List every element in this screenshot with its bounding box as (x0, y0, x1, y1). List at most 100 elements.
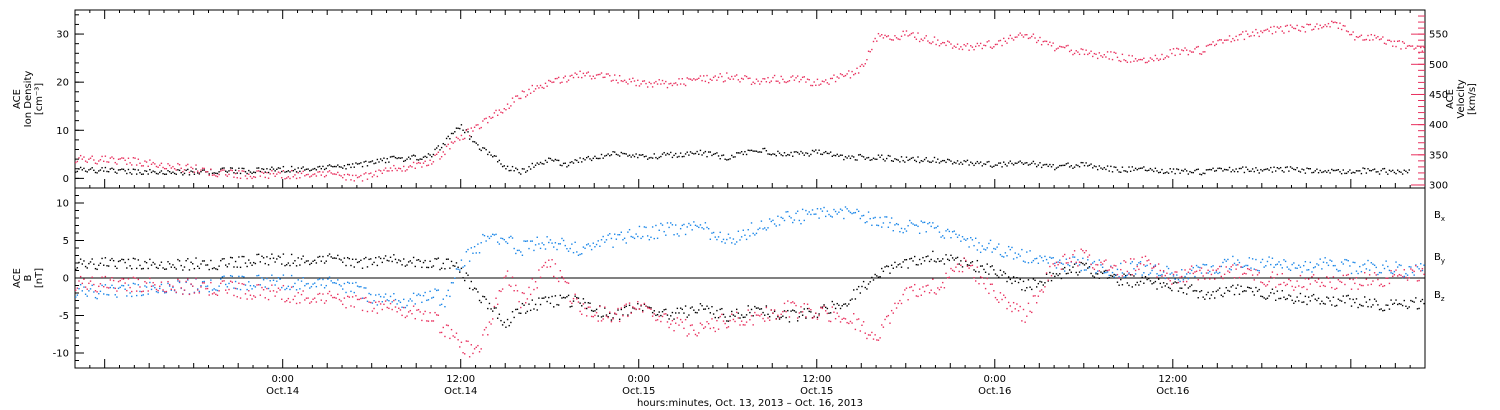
ion-density-point (330, 165, 332, 167)
bx-point (1230, 286, 1232, 288)
bx-point (492, 310, 494, 312)
by-point (445, 294, 448, 297)
by-point (1055, 267, 1058, 269)
by-point (496, 241, 499, 243)
bx-point (1210, 294, 1213, 296)
velocity-point (403, 165, 405, 168)
velocity-point (345, 179, 347, 181)
by-point (1303, 264, 1305, 267)
bz-point (1303, 286, 1305, 288)
ion-density-point (1256, 169, 1259, 171)
bz-point (1177, 281, 1180, 284)
bx-point (839, 307, 842, 310)
bx-point (389, 256, 392, 259)
bx-point (1176, 282, 1178, 284)
by-point (493, 234, 496, 236)
bx-point (810, 311, 812, 313)
bx-point (1014, 280, 1016, 282)
bz-point (810, 309, 812, 311)
by-point (732, 238, 735, 240)
by-point (1220, 265, 1223, 268)
by-point (404, 306, 407, 309)
velocity-point (1044, 40, 1046, 42)
ion-density-point (714, 152, 716, 155)
by-point (801, 208, 804, 211)
velocity-point (1126, 61, 1129, 63)
ion-density-point (149, 168, 151, 171)
ion-density-point (600, 153, 603, 156)
bx-point (478, 299, 481, 302)
bx-point (233, 266, 235, 268)
bx-point (958, 263, 960, 265)
ion-density-point (1120, 171, 1122, 173)
ion-density-point (292, 170, 294, 172)
by-point (416, 294, 418, 297)
velocity-point (943, 42, 946, 44)
bx-point (892, 267, 894, 269)
bx-point (955, 257, 957, 259)
by-point (546, 236, 548, 238)
bx-point (915, 263, 918, 266)
bx-point (75, 268, 77, 271)
by-point (571, 243, 573, 245)
ion-density-point (879, 156, 881, 158)
bz-point (765, 306, 768, 309)
bz-point (140, 290, 143, 293)
by-point (658, 229, 660, 231)
velocity-point (1406, 45, 1409, 47)
bz-point (190, 283, 192, 285)
bx-point (544, 296, 547, 298)
b-tick-label: 0 (63, 274, 69, 285)
bz-point (1373, 272, 1376, 274)
bz-point (897, 302, 899, 305)
ion-density-point (900, 156, 903, 158)
bx-point (721, 307, 723, 310)
by-point (813, 213, 815, 215)
by-point (290, 274, 293, 277)
velocity-point (365, 172, 367, 174)
bz-point (1387, 277, 1389, 280)
ion-density-point (777, 150, 779, 153)
bx-point (1032, 278, 1035, 280)
ion-density-point (737, 152, 740, 154)
ion-density-point (289, 171, 291, 173)
legend-by-sub: y (1441, 257, 1445, 265)
bz-point (383, 303, 385, 306)
by-point (1283, 259, 1285, 261)
by-point (1093, 260, 1096, 263)
bx-point (1144, 276, 1147, 278)
by-point (1040, 256, 1043, 259)
by-point (1385, 260, 1387, 262)
bx-point (762, 311, 764, 314)
by-point (612, 246, 614, 248)
by-point (384, 293, 387, 295)
bx-point (320, 260, 323, 262)
velocity-point (787, 80, 789, 83)
bx-point (1345, 295, 1348, 297)
bx-point (1113, 273, 1115, 276)
ion-density-point (803, 154, 805, 156)
velocity-point (963, 43, 965, 46)
by-point (1181, 269, 1183, 271)
bz-point (1093, 268, 1096, 271)
ion-density-point (676, 156, 679, 158)
bz-point (627, 315, 629, 318)
bz-point (1375, 274, 1377, 276)
bx-point (300, 258, 303, 260)
bx-point (1398, 302, 1401, 305)
velocity-point (1115, 52, 1117, 54)
velocity-point (1050, 45, 1053, 47)
bx-point (1078, 271, 1081, 273)
bx-point (663, 309, 665, 311)
ion-density-point (323, 168, 326, 171)
ion-density-point (782, 154, 784, 157)
bx-point (393, 254, 395, 256)
by-point (722, 238, 725, 241)
velocity-point (1192, 51, 1194, 53)
ion-density-point (1014, 162, 1016, 164)
bx-point (920, 263, 923, 265)
bz-point (503, 276, 505, 279)
by-point (567, 250, 570, 252)
ion-density-point (970, 161, 972, 163)
bz-point (755, 314, 758, 316)
